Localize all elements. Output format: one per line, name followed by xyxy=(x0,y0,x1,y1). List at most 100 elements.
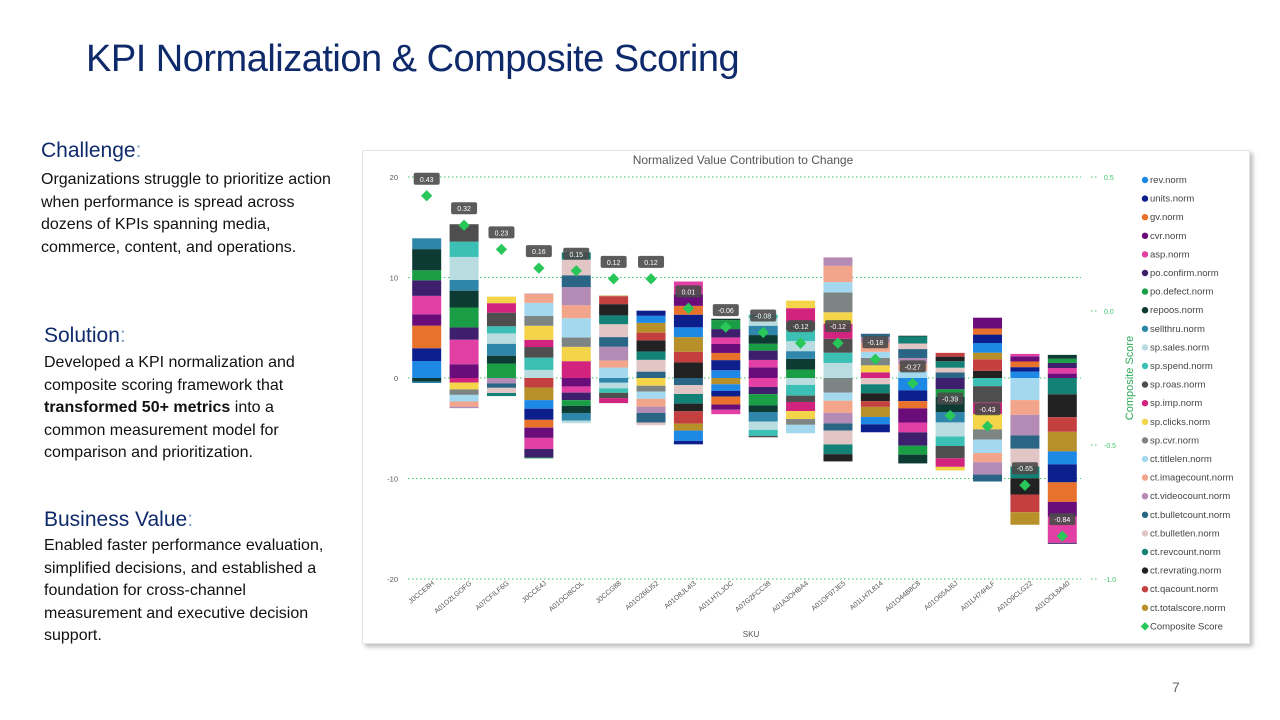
legend-entry: po.defect.norm xyxy=(1150,287,1213,298)
legend-marker xyxy=(1141,214,1149,221)
bar-segment xyxy=(1010,371,1040,378)
y2-tick-label: -0.5 xyxy=(1104,443,1116,450)
legend-marker xyxy=(1140,622,1150,631)
bar-segment xyxy=(1047,394,1077,418)
bar-segment xyxy=(636,412,666,423)
bar-segment xyxy=(636,371,666,378)
bar-segment xyxy=(673,430,703,441)
solution-body-start: Developed a KPI normalization and compos… xyxy=(44,354,295,394)
x-tick-label: A01OF97JE5 xyxy=(811,580,848,612)
bar-segment xyxy=(1047,431,1077,452)
x-axis-title: SKU xyxy=(743,630,760,639)
bar-segment xyxy=(1047,362,1077,369)
legend-marker xyxy=(1141,437,1149,444)
bar-segment xyxy=(748,386,778,395)
x-tick-label: A01A3OHBA4 xyxy=(771,580,810,614)
bar-segment xyxy=(524,408,554,420)
bar-segment xyxy=(823,352,853,363)
bar-segment xyxy=(636,332,666,341)
bar-segment xyxy=(748,367,778,378)
bar-segment xyxy=(636,422,666,426)
bar-segment xyxy=(412,378,442,382)
composite-label-bg xyxy=(451,202,478,215)
bar-segment xyxy=(973,317,1003,329)
legend-entry: sp.roas.norm xyxy=(1150,380,1206,391)
legend-marker xyxy=(1141,269,1149,277)
bar-segment xyxy=(973,343,1003,353)
bar-segment xyxy=(973,334,1003,344)
bar-segment xyxy=(1047,358,1077,363)
legend-entry: ct.revcount.norm xyxy=(1150,547,1221,558)
x-tick-label: A01O2LGOFG xyxy=(433,580,473,615)
bar-segment xyxy=(711,390,741,397)
bar-segment xyxy=(524,357,554,370)
bar-segment xyxy=(673,393,703,404)
bar-segment xyxy=(1047,482,1077,502)
bar-segment xyxy=(973,352,1003,360)
x-tick-label: A01LH7LJOC xyxy=(697,580,735,613)
bar-segment xyxy=(973,429,1003,440)
bar-segment xyxy=(636,315,666,323)
bar-segment xyxy=(524,369,554,378)
bar-segment xyxy=(599,304,629,316)
bar-segment xyxy=(449,406,479,409)
bar-segment xyxy=(449,378,479,383)
bar-segment xyxy=(711,378,741,385)
bar-segment xyxy=(786,384,816,396)
composite-score-label: 0.12 xyxy=(607,260,621,267)
bar-segment xyxy=(486,383,516,388)
bar-segment xyxy=(898,349,928,358)
bar-segment xyxy=(673,351,703,363)
composite-score-label: 0.16 xyxy=(532,249,546,256)
y-tick-label: 10 xyxy=(390,274,398,283)
challenge-heading: Challenge: xyxy=(41,139,142,162)
challenge-heading-text: Challenge xyxy=(41,139,136,162)
bar-segment xyxy=(524,387,554,401)
bar-segment xyxy=(935,458,965,467)
bar-segment xyxy=(711,409,741,415)
bar-segment xyxy=(524,437,554,449)
bar-segment xyxy=(711,404,741,410)
bar-segment xyxy=(524,339,554,348)
bar-segment xyxy=(412,325,442,349)
bar-segment xyxy=(486,326,516,334)
bar-segment xyxy=(524,457,554,459)
bar-segment xyxy=(1010,356,1040,362)
composite-score-point xyxy=(495,243,508,256)
bar-segment xyxy=(561,337,591,347)
bar-segment xyxy=(486,343,516,356)
bar-segment xyxy=(748,378,778,387)
x-tick-label: A01O44B8C8 xyxy=(884,580,922,613)
composite-score-label: 0.43 xyxy=(420,177,434,184)
bar-segment xyxy=(786,351,816,359)
bar-segment xyxy=(412,249,442,271)
bar-segment xyxy=(636,385,666,392)
bar-segment xyxy=(860,424,890,433)
bar-segment xyxy=(524,316,554,326)
bar-segment xyxy=(449,241,479,257)
composite-score-point xyxy=(1019,479,1031,491)
x-tick-label: J0CCE4J xyxy=(521,580,548,604)
composite-score-label: -0.12 xyxy=(793,324,809,331)
bar-segment xyxy=(935,422,965,437)
legend-entry: ct.bulletcount.norm xyxy=(1150,510,1230,521)
composite-label-bg xyxy=(862,336,889,349)
bar-segment xyxy=(486,387,516,394)
bar-segment xyxy=(935,446,965,459)
legend-entry: sp.imp.norm xyxy=(1150,398,1202,409)
y-tick-label: -10 xyxy=(387,475,398,484)
composite-label-bg xyxy=(1011,462,1038,475)
bar-segment xyxy=(599,367,629,378)
legend-entry: sp.spend.norm xyxy=(1150,361,1213,372)
bar-segment xyxy=(823,362,853,378)
bar-segment xyxy=(599,324,629,338)
legend-entry: Composite Score xyxy=(1150,621,1223,632)
bar-segment xyxy=(486,393,516,397)
composite-score-point xyxy=(981,420,994,432)
bar-segment xyxy=(1047,451,1077,465)
bar-segment xyxy=(636,406,666,413)
bar-segment xyxy=(1047,417,1077,432)
solution-body-emphasis: transformed 50+ metrics xyxy=(44,399,231,416)
composite-label-bg xyxy=(787,320,814,333)
bar-segment xyxy=(748,359,778,368)
